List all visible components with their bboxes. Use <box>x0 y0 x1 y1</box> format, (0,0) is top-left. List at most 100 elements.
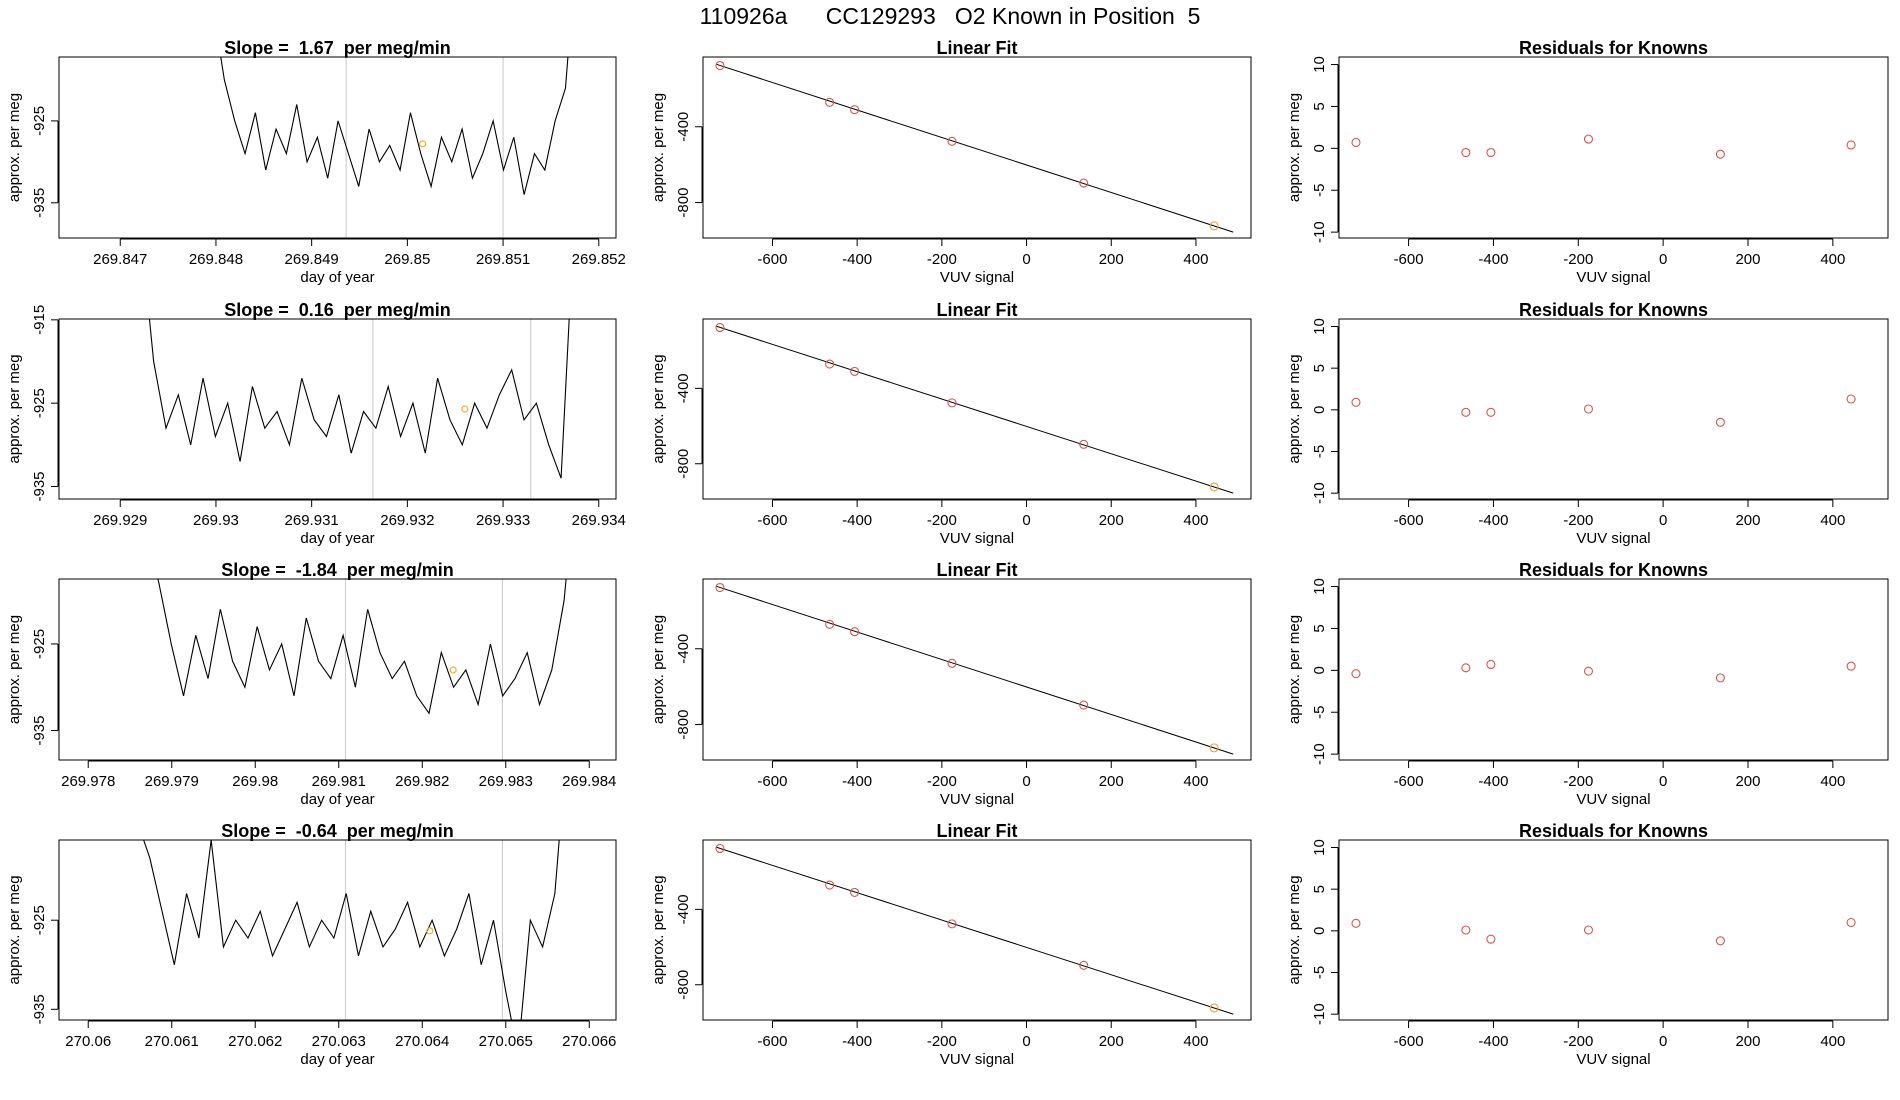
x-axis-label: VUV signal <box>1576 791 1650 808</box>
x-tick-label: -600 <box>757 512 787 529</box>
fit-line <box>715 846 1234 1015</box>
panel: Residuals for Knowns -600 -400 -200 0 200 400 V… <box>1286 560 1889 808</box>
point <box>1079 178 1089 188</box>
y-tick-label: -10 <box>1311 743 1328 765</box>
point <box>1461 147 1471 158</box>
x-tick-label: -400 <box>842 512 872 529</box>
x-tick-label: -400 <box>1478 1033 1508 1050</box>
y-tick-label: -10 <box>1311 221 1328 243</box>
x-axis-label: day of year <box>300 791 374 808</box>
y-tick-label: 10 <box>1311 578 1328 595</box>
point <box>1079 439 1089 449</box>
plot-frame <box>58 318 617 500</box>
point <box>1715 149 1725 159</box>
panel-title: Residuals for Knowns <box>1519 300 1708 320</box>
y-tick-label: -800 <box>675 188 692 218</box>
data-line <box>143 840 560 1020</box>
y-tick-label: -935 <box>31 994 48 1024</box>
point <box>1846 661 1856 671</box>
x-tick-label: 200 <box>1099 512 1124 529</box>
point <box>1351 669 1361 679</box>
y-tick-label: -5 <box>1311 706 1328 719</box>
plot-frame <box>1338 56 1889 239</box>
plot-area <box>148 319 570 499</box>
x-tick-label: 400 <box>1820 251 1845 268</box>
y-tick-label: -400 <box>675 112 692 142</box>
plot-frame <box>702 318 1252 500</box>
x-tick-label: 400 <box>1820 512 1845 529</box>
y-tick-label: 5 <box>1311 885 1328 893</box>
x-tick-label: 269.93 <box>193 512 239 529</box>
x-axis-label: VUV signal <box>1576 1051 1650 1068</box>
x-tick-label: 0 <box>1022 251 1030 268</box>
point <box>1846 394 1856 404</box>
panel-title: Linear Fit <box>936 821 1017 841</box>
y-tick-label: -400 <box>675 634 692 664</box>
highlight-point <box>419 140 427 148</box>
point <box>715 60 725 71</box>
panel-title: Slope = -0.64 per meg/min <box>221 821 454 841</box>
y-tick-label: -400 <box>675 373 692 403</box>
x-tick-label: 270.061 <box>145 1033 199 1050</box>
y-tick-label: 10 <box>1311 839 1328 856</box>
plot-area <box>157 579 567 760</box>
y-tick-label: 0 <box>1311 927 1328 935</box>
point <box>1461 925 1471 935</box>
x-tick-label: 270.062 <box>228 1033 282 1050</box>
y-tick-label: -915 <box>31 305 48 335</box>
panel: Linear Fit -600 -400 -200 0 200 400 VUV signal -… <box>650 560 1252 808</box>
y-axis-label: approx. per meg <box>1286 354 1303 463</box>
x-tick-label: 200 <box>1099 773 1124 790</box>
x-tick-label: 200 <box>1735 773 1760 790</box>
x-tick-label: 0 <box>1659 773 1667 790</box>
panel: Linear Fit -600 -400 -200 0 200 400 VUV signal -… <box>650 821 1252 1068</box>
x-tick-label: -600 <box>1394 512 1424 529</box>
panel: Residuals for Knowns -600 -400 -200 0 200 400 V… <box>1286 821 1889 1068</box>
x-tick-label: 400 <box>1183 251 1208 268</box>
y-tick-label: -400 <box>675 894 692 924</box>
panel-title: Linear Fit <box>936 560 1017 580</box>
point <box>850 627 860 637</box>
panel: Residuals for Knowns -600 -400 -200 0 200 400 V… <box>1286 38 1889 286</box>
x-tick-label: -200 <box>927 1033 957 1050</box>
x-axis-label: day of year <box>300 269 374 286</box>
point <box>1715 673 1725 683</box>
plot-area <box>143 840 560 1020</box>
x-tick-label: 269.852 <box>572 251 626 268</box>
x-tick-label: -200 <box>1563 1033 1593 1050</box>
plot-frame <box>702 578 1252 761</box>
point <box>1486 147 1496 158</box>
x-axis-label: day of year <box>300 530 374 547</box>
x-tick-label: 269.933 <box>476 512 530 529</box>
y-tick-label: -10 <box>1311 1003 1328 1025</box>
point <box>1079 960 1089 970</box>
x-tick-label: 270.063 <box>312 1033 366 1050</box>
x-tick-label: 200 <box>1735 251 1760 268</box>
y-tick-label: -10 <box>1311 482 1328 504</box>
y-axis-label: approx. per meg <box>6 354 23 463</box>
panel: Slope = 1.67 per meg/min 269.847 269.848 26… <box>6 38 626 286</box>
point <box>1461 407 1471 417</box>
point <box>1209 743 1219 753</box>
y-tick-label: 10 <box>1311 56 1328 73</box>
x-tick-label: -400 <box>1478 773 1508 790</box>
panel: Linear Fit -600 -400 -200 0 200 400 VUV signal -… <box>650 38 1252 286</box>
point <box>1583 404 1594 414</box>
y-tick-label: -935 <box>31 716 48 746</box>
point <box>715 582 725 593</box>
x-tick-label: 270.06 <box>65 1033 111 1050</box>
x-tick-label: 400 <box>1820 1033 1845 1050</box>
panel-title: Slope = 0.16 per meg/min <box>224 300 451 320</box>
y-tick-label: -5 <box>1311 445 1328 458</box>
plot-area <box>715 60 1234 233</box>
y-axis-label: approx. per meg <box>650 615 667 724</box>
x-tick-label: 269.979 <box>145 773 199 790</box>
plot-area <box>1351 917 1856 946</box>
x-tick-label: -400 <box>1478 251 1508 268</box>
plot-frame <box>1338 318 1889 500</box>
y-axis-label: approx. per meg <box>6 93 23 202</box>
y-tick-label: -925 <box>31 388 48 418</box>
x-tick-label: 400 <box>1183 512 1208 529</box>
point <box>1583 134 1594 144</box>
point <box>715 843 725 854</box>
